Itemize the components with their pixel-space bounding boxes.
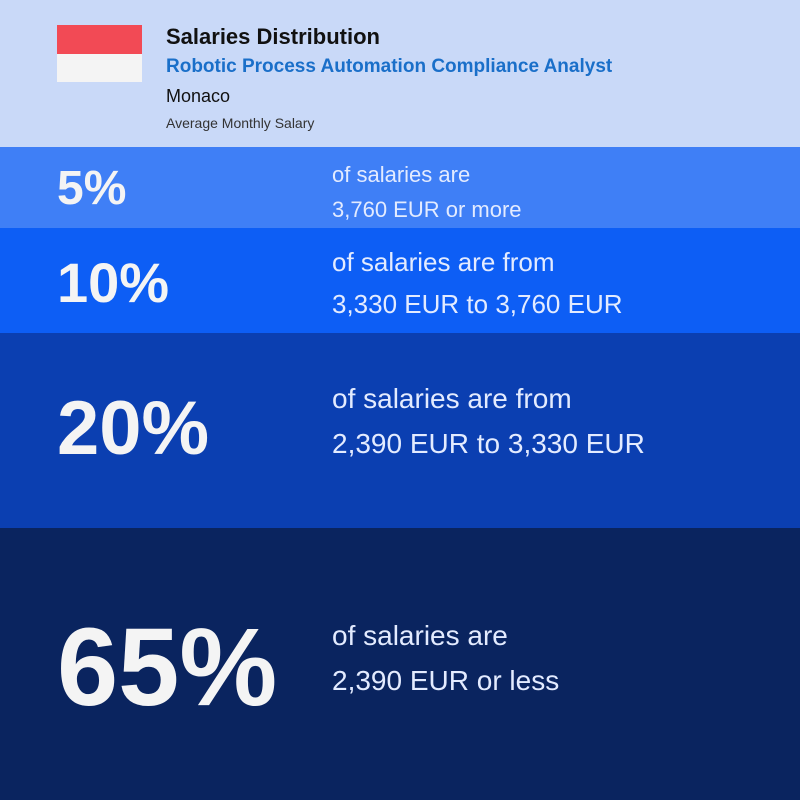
description-line: of salaries are from [332,247,555,277]
description-line: 3,330 EUR to 3,760 EUR [332,288,623,319]
band: 20% of salaries are from 2,390 EUR to 3,33… [0,333,800,528]
description: of salaries are 2,390 EUR or less [332,614,559,704]
description-line: of salaries are [332,162,471,187]
band: 65% of salaries are 2,390 EUR or less [0,528,800,800]
header: Salaries Distribution Robotic Process Au… [0,0,800,147]
subtitle: Robotic Process Automation Compliance An… [166,56,613,77]
description-line: of salaries are from [332,383,572,414]
band: 5% of salaries are 3,760 EUR or more [0,147,800,228]
description-line: of salaries are [332,620,508,651]
description: of salaries are 3,760 EUR or more [332,157,522,227]
description-line: 2,390 EUR or less [332,664,560,696]
percent: 20% [57,386,210,471]
country: Monaco [166,86,231,106]
band: 10% of salaries are from 3,330 EUR to 3,76… [0,228,800,333]
percent: 10% [57,251,170,314]
percent: 5% [57,162,127,215]
description: of salaries are from 2,390 EUR to 3,330 E… [332,377,645,467]
description-line: 2,390 EUR to 3,330 EUR [332,427,645,459]
description: of salaries are from 3,330 EUR to 3,760 E… [332,242,623,325]
percent: 65% [57,606,278,729]
flag [57,25,142,82]
title: Salaries Distribution [166,24,380,49]
caption: Average Monthly Salary [166,115,315,131]
description-line: 3,760 EUR or more [332,197,522,223]
